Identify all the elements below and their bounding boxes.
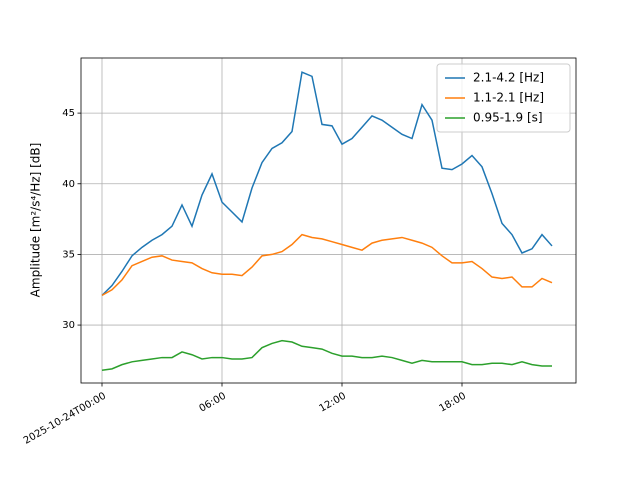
data-line [101,71,553,296]
legend-label: 2.1-4.2 [Hz] [473,71,544,85]
legend-label: 0.95-1.9 [s] [473,111,543,125]
y-axis-label: Amplitude [m²/s⁴/Hz] [dB] [29,143,43,298]
y-tick-label: 40 [62,179,75,190]
data-line [101,233,553,297]
y-tick-label: 30 [62,320,75,331]
y-tick-label: 35 [62,249,75,260]
data-line [101,339,552,372]
y-tick-label: 45 [62,108,75,119]
plot-lines [101,71,553,372]
axes-frame [80,57,577,384]
legend-box [436,63,571,133]
legend-label: 1.1-2.1 [Hz] [473,91,544,105]
